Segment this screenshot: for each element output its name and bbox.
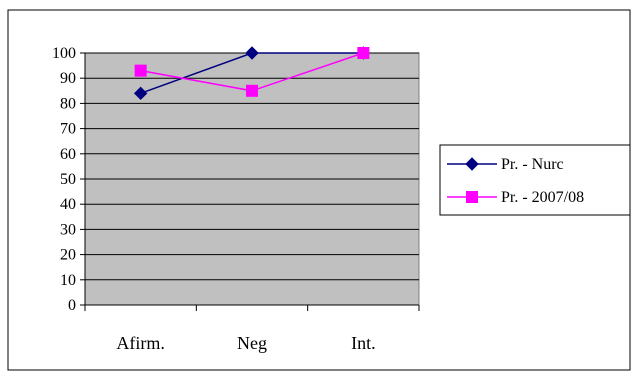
y-tick-label: 20 [60, 247, 76, 264]
axes [80, 52, 420, 311]
series [133, 46, 371, 101]
legend-marker [465, 157, 479, 171]
y-tick-label: 80 [60, 95, 76, 112]
y-tick-label: 40 [60, 196, 76, 213]
x-tick-label: Neg [237, 333, 267, 353]
y-tick-label: 90 [60, 70, 76, 87]
data-point [245, 46, 259, 60]
y-tick-label: 0 [68, 297, 76, 314]
y-tick-label: 10 [60, 272, 76, 289]
y-tick-label: 60 [60, 146, 76, 163]
y-tick-label: 30 [60, 221, 76, 238]
x-tick-label: Int. [351, 333, 376, 353]
legend: Pr. - Nurc Pr. - 2007/08 [439, 144, 631, 216]
legend-item: Pr. - 2007/08 [447, 189, 584, 206]
y-tick-labels: 0 10 20 30 40 50 60 70 80 90 100 [52, 45, 76, 314]
data-point [357, 47, 370, 59]
series-2 [134, 47, 370, 97]
data-point [133, 86, 148, 101]
y-tick-label: 100 [52, 45, 76, 62]
x-tick-labels: Afirm. Neg Int. [116, 333, 375, 353]
legend-label: Pr. - Nurc [501, 156, 564, 173]
data-point [246, 84, 258, 97]
y-tick-label: 50 [60, 171, 76, 188]
y-tick-label: 70 [60, 121, 76, 138]
data-point [134, 64, 147, 77]
legend-item: Pr. - Nurc [447, 156, 564, 173]
legend-marker [466, 191, 478, 203]
x-tick-label: Afirm. [116, 333, 165, 353]
legend-label: Pr. - 2007/08 [501, 189, 584, 206]
legend-box [439, 144, 631, 216]
